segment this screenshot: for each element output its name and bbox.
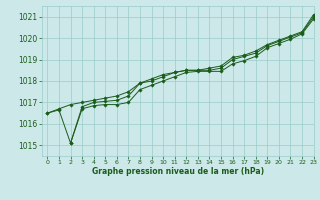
X-axis label: Graphe pression niveau de la mer (hPa): Graphe pression niveau de la mer (hPa): [92, 167, 264, 176]
